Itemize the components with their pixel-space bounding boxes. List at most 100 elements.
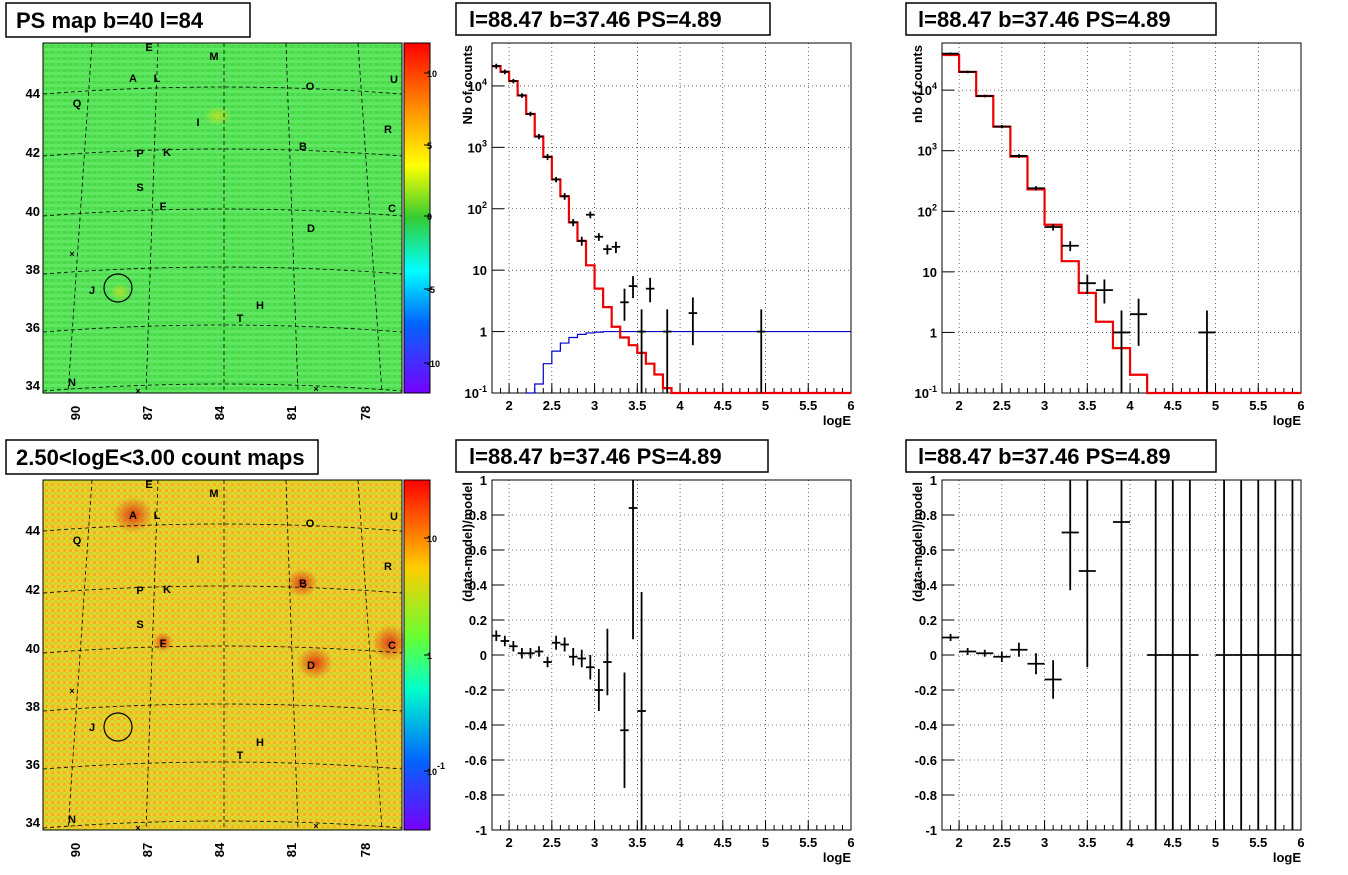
x-tick-label: 4 bbox=[676, 835, 684, 850]
x-tick-label: 2 bbox=[955, 835, 962, 850]
y-tick-label: 1 bbox=[930, 325, 937, 340]
graticule-lat bbox=[42, 148, 403, 157]
graticule-lat bbox=[42, 324, 403, 333]
source-label-n: N bbox=[68, 377, 76, 389]
colorbar-label: -10 bbox=[427, 359, 440, 369]
source-label-l: L bbox=[154, 510, 161, 522]
source-label-a: A bbox=[129, 73, 137, 85]
cross-marker: × bbox=[135, 386, 140, 396]
ps-map-axis-ticks: 90 87 84 81 78 44 42 40 38 36 34 bbox=[26, 86, 373, 420]
source-label-a: A bbox=[129, 510, 137, 522]
x-tick-label: 4 bbox=[1126, 835, 1134, 850]
ps-map-grid bbox=[42, 42, 403, 394]
source-label-e: E bbox=[145, 42, 152, 54]
y-tick-label: -0.6 bbox=[465, 753, 487, 768]
y-tick-label: 104 bbox=[468, 77, 487, 94]
y-tick-label: 104 bbox=[918, 81, 937, 98]
graticule-lon bbox=[357, 42, 383, 394]
residual-2-title: l=88.47 b=37.46 PS=4.89 bbox=[918, 444, 1171, 469]
x-tick-label: 5 bbox=[1212, 398, 1219, 413]
x-tick-label: 6 bbox=[1297, 835, 1304, 850]
map-x-tick: 84 bbox=[212, 842, 227, 857]
x-tick-label: 3.5 bbox=[1078, 835, 1096, 850]
residual-panel-2: l=88.47 b=37.46 PS=4.89 2 2.5 3 3.5 4 4.5 5 5.5… bbox=[905, 439, 1305, 865]
map-y-tick: 40 bbox=[26, 641, 40, 656]
cross-marker: × bbox=[135, 823, 140, 833]
y-tick-label: 103 bbox=[918, 142, 937, 159]
x-tick-label: 2 bbox=[505, 398, 512, 413]
source-label-o: O bbox=[306, 518, 315, 530]
x-tick-label: 3.5 bbox=[628, 835, 646, 850]
count-map-panel: 2.50<logE<3.00 count maps E M A L U O Q I R P K B S F… bbox=[5, 439, 445, 857]
colorbar-label: 0 bbox=[427, 212, 432, 222]
y-axis-label: (data-model)/model bbox=[910, 482, 925, 602]
plot-frame bbox=[491, 42, 852, 394]
y-tick-label: -1 bbox=[925, 823, 937, 838]
x-axis-label: logE bbox=[823, 850, 851, 865]
x-tick-label: 3 bbox=[591, 835, 598, 850]
cross-marker: × bbox=[69, 686, 74, 696]
source-label-c: C bbox=[388, 640, 396, 652]
map-x-tick: 87 bbox=[140, 406, 155, 420]
graticule-lon bbox=[285, 479, 299, 831]
source-label-k: K bbox=[163, 147, 171, 159]
y-axis-label: Nb of counts bbox=[460, 45, 475, 124]
y-tick-label: 0.4 bbox=[919, 578, 938, 593]
y-tick-label: 0.8 bbox=[919, 508, 937, 523]
graticule-lat bbox=[42, 523, 403, 532]
graticule-lat bbox=[42, 208, 403, 217]
y-tick-label: 10 bbox=[923, 265, 937, 280]
source-label-o: O bbox=[306, 81, 315, 93]
map-y-tick: 44 bbox=[26, 86, 41, 101]
y-tick-label: 0 bbox=[480, 648, 487, 663]
graticule-lat bbox=[42, 585, 403, 594]
ps-map-title: PS map b=40 l=84 bbox=[16, 8, 204, 33]
map-x-tick: 78 bbox=[358, 843, 373, 857]
source-label-b: B bbox=[299, 141, 307, 153]
candidate-circle bbox=[103, 712, 133, 742]
source-label-d: D bbox=[307, 660, 315, 672]
x-tick-label: 4 bbox=[676, 398, 684, 413]
source-label-q: Q bbox=[73, 535, 82, 547]
graticule-lon bbox=[67, 479, 93, 831]
x-tick-label: 4.5 bbox=[1164, 398, 1182, 413]
map-x-tick: 87 bbox=[140, 843, 155, 857]
map-y-tick: 34 bbox=[26, 815, 41, 830]
x-tick-label: 5.5 bbox=[1249, 398, 1267, 413]
source-label-e: E bbox=[145, 479, 152, 491]
source-label-h: H bbox=[256, 737, 264, 749]
map-y-tick: 42 bbox=[26, 145, 40, 160]
graticule-lat bbox=[42, 86, 403, 95]
map-x-tick: 84 bbox=[212, 405, 227, 420]
hotspot bbox=[204, 106, 232, 126]
graticule-lat bbox=[42, 266, 403, 275]
map-y-tick: 38 bbox=[26, 699, 40, 714]
y-tick-label: -1 bbox=[475, 823, 487, 838]
hotspot bbox=[286, 569, 318, 597]
source-label-j: J bbox=[89, 722, 95, 734]
x-tick-label: 4.5 bbox=[1164, 835, 1182, 850]
source-label-c: C bbox=[388, 203, 396, 215]
y-tick-label: -0.2 bbox=[915, 683, 937, 698]
y-tick-label: -0.2 bbox=[465, 683, 487, 698]
map-y-tick: 36 bbox=[26, 757, 40, 772]
y-tick-label: 0.6 bbox=[919, 543, 937, 558]
map-y-tick: 34 bbox=[26, 378, 41, 393]
cross-marker: × bbox=[69, 249, 74, 259]
y-tick-label: 102 bbox=[468, 200, 487, 217]
ps-map-colorbar-ticks: 10 5 0 -5 -10 bbox=[424, 69, 440, 369]
source-label-t: T bbox=[237, 750, 244, 762]
colorbar-label: 10 bbox=[427, 69, 437, 79]
count-map-grid bbox=[42, 479, 403, 831]
hotspot bbox=[110, 283, 130, 301]
spectrum-1-title: l=88.47 b=37.46 PS=4.89 bbox=[469, 7, 722, 32]
y-tick-label: 103 bbox=[468, 138, 487, 155]
x-tick-label: 2.5 bbox=[993, 398, 1011, 413]
x-tick-label: 2.5 bbox=[543, 398, 561, 413]
spectrum-panel-2: l=88.47 b=37.46 PS=4.89 2 2.5 3 3.5 4 4.5 5 5.5… bbox=[905, 2, 1305, 428]
y-tick-label: 0.2 bbox=[469, 613, 487, 628]
source-label-n: N bbox=[68, 814, 76, 826]
ps-map-sources: E M A L U O Q I R P K B S F C D J HT N × × × bbox=[68, 42, 398, 396]
source-label-l: L bbox=[154, 73, 161, 85]
ps-map-colorbar bbox=[403, 42, 431, 394]
